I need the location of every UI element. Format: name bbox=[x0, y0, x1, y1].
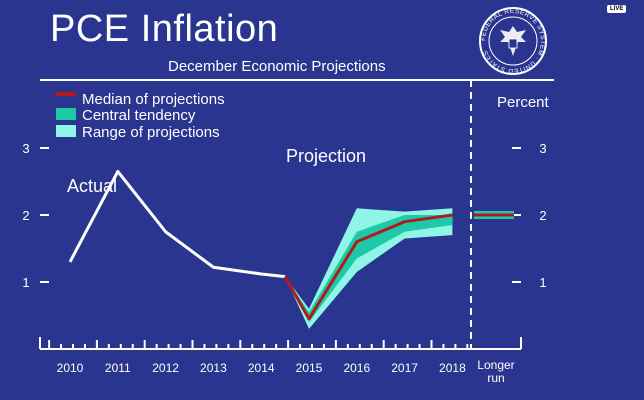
y-tick-label-right-2: 2 bbox=[539, 208, 546, 223]
range-of-projections-band bbox=[285, 208, 453, 329]
x-tick-label-2017: 2017 bbox=[391, 361, 418, 375]
x-tick-label-2014: 2014 bbox=[248, 361, 275, 375]
central-tendency-band bbox=[285, 215, 453, 323]
x-tick-label-2015: 2015 bbox=[296, 361, 323, 375]
y-tick-label-left-1: 1 bbox=[22, 275, 29, 290]
x-tick-label-2012: 2012 bbox=[152, 361, 179, 375]
annotation-projection: Projection bbox=[286, 146, 366, 166]
y-tick-label-right-1: 1 bbox=[539, 275, 546, 290]
x-tick-label-2016: 2016 bbox=[343, 361, 370, 375]
legend: Median of projections Central tendency R… bbox=[56, 91, 225, 141]
legend-median-swatch bbox=[56, 92, 76, 96]
x-tick-label-longer-run: Longer run bbox=[477, 358, 514, 385]
annotation-actual: Actual bbox=[67, 176, 117, 196]
legend-central-label: Central tendency bbox=[82, 107, 196, 124]
percent-label: Percent bbox=[497, 94, 550, 111]
legend-median-label: Median of projections bbox=[82, 91, 225, 108]
x-tick-label-2013: 2013 bbox=[200, 361, 227, 375]
chart-subtitle: December Economic Projections bbox=[168, 58, 386, 75]
x-tick-label-2010: 2010 bbox=[57, 361, 84, 375]
live-badge: LIVE bbox=[607, 5, 627, 13]
y-tick-label-left-2: 2 bbox=[22, 208, 29, 223]
legend-range-swatch bbox=[56, 125, 76, 137]
legend-central-swatch bbox=[56, 108, 76, 120]
median-series-line bbox=[283, 213, 453, 321]
y-tick-label-right-3: 3 bbox=[539, 141, 546, 156]
federal-reserve-seal-icon: FEDERAL RESERVE SYSTEM · UNITED STATES bbox=[479, 7, 547, 75]
x-tick-label-2018: 2018 bbox=[439, 361, 466, 375]
y-tick-label-left-3: 3 bbox=[22, 141, 29, 156]
chart-title: PCE Inflation bbox=[50, 8, 279, 50]
legend-range-label: Range of projections bbox=[82, 124, 220, 141]
x-tick-label-2011: 2011 bbox=[105, 361, 131, 375]
actual-series-line bbox=[68, 169, 286, 279]
plot-area: 1 1 2 2 3 3 2010 2011 2012 2013 2014 2015 2016 2017 20… bbox=[22, 80, 547, 385]
